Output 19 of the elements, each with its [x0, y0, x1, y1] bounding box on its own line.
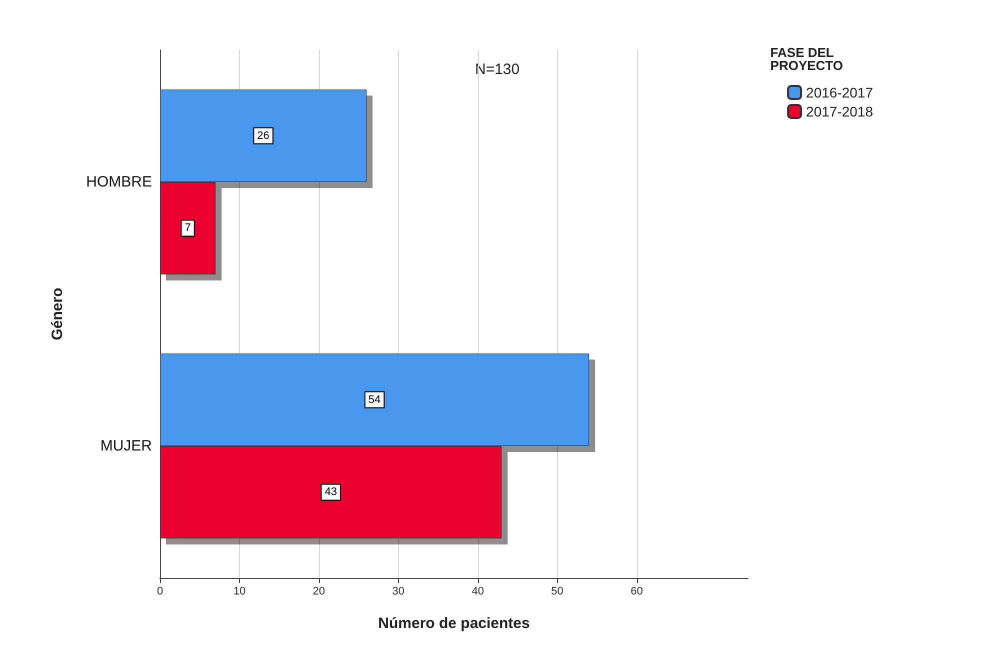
data-label: 43 — [324, 486, 337, 498]
data-label: 54 — [368, 394, 381, 406]
y-tick-label: MUJER — [100, 438, 152, 454]
legend-label: 2016-2017 — [806, 84, 874, 100]
x-axis-title: Número de pacientes — [378, 615, 530, 632]
data-label: 7 — [184, 222, 191, 234]
x-tick-label: 40 — [472, 586, 484, 598]
x-tick-label: 10 — [233, 586, 246, 598]
y-tick-label: HOMBRE — [86, 174, 152, 190]
y-axis-title: Género — [49, 288, 66, 340]
x-tick-label: 20 — [312, 586, 326, 598]
annotation: N=130 — [475, 61, 520, 78]
x-tick-label: 60 — [630, 586, 643, 598]
x-tick-label: 0 — [156, 586, 164, 598]
legend-title: FASE DEL PROYECTO — [770, 45, 843, 73]
data-label: 26 — [257, 130, 270, 142]
x-tick-label: 30 — [392, 586, 405, 598]
x-tick-label: 50 — [551, 586, 564, 598]
legend-label: 2017-2018 — [806, 104, 874, 120]
